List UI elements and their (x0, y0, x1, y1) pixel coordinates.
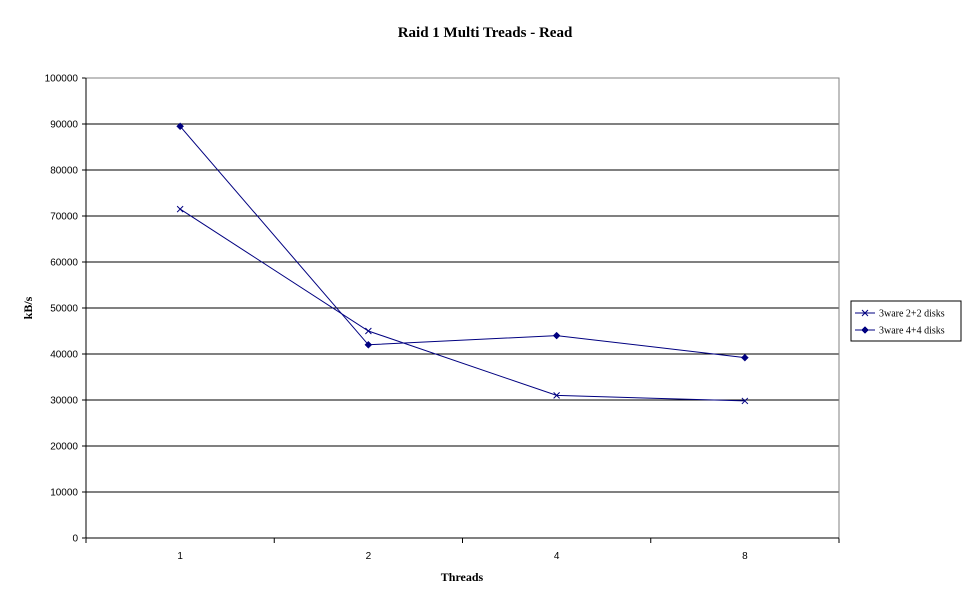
x-tick-label: 2 (366, 551, 372, 562)
legend-label: 3ware 4+4 disks (879, 326, 945, 337)
legend-box (850, 300, 962, 342)
series-2 (176, 122, 749, 362)
legend-label: 3ware 2+2 disks (879, 309, 945, 320)
y-tick-label: 50000 (50, 304, 78, 315)
y-tick-label: 40000 (50, 350, 78, 361)
y-tick-label: 10000 (50, 488, 78, 499)
x-axis-ticks: 1 2 4 8 (85, 538, 840, 562)
x-tick-label: 1 (177, 551, 183, 562)
y-axis-ticks: 0 10000 20000 30000 40000 50000 60000 70000 8000… (45, 74, 86, 545)
x-axis-label: Threads (441, 570, 484, 584)
data-point-x (365, 327, 372, 335)
series-1 (176, 205, 749, 405)
series-line (179, 208, 745, 402)
y-tick-label: 60000 (50, 258, 78, 269)
series-line (179, 125, 745, 359)
data-point-diamond (741, 353, 749, 362)
x-tick-label: 8 (742, 551, 748, 562)
legend-entry: 3ware 2+2 disks (855, 309, 945, 320)
data-point-diamond (861, 326, 869, 334)
data-point-x (176, 205, 184, 213)
legend: 3ware 2+2 disks 3ware 4+4 disks (850, 300, 962, 342)
series-group (176, 122, 749, 405)
y-tick-label: 0 (72, 534, 78, 545)
x-tick-label: 4 (554, 551, 560, 562)
data-point-x (553, 392, 560, 399)
y-tick-label: 30000 (50, 396, 78, 407)
data-point-x (741, 397, 749, 405)
y-tick-label: 70000 (50, 212, 78, 223)
chart-title: Raid 1 Multi Treads - Read (398, 25, 573, 41)
data-point-diamond (364, 340, 373, 349)
y-axis-label: kB/s (21, 296, 35, 319)
y-tick-label: 80000 (50, 166, 78, 177)
y-tick-label: 100000 (45, 74, 79, 85)
data-point-x (861, 309, 869, 317)
y-tick-label: 90000 (50, 120, 78, 131)
gridlines (86, 77, 839, 493)
y-tick-label: 20000 (50, 442, 78, 453)
legend-entry: 3ware 4+4 disks (855, 326, 945, 337)
data-point-diamond (552, 331, 561, 340)
data-point-diamond (176, 122, 184, 131)
